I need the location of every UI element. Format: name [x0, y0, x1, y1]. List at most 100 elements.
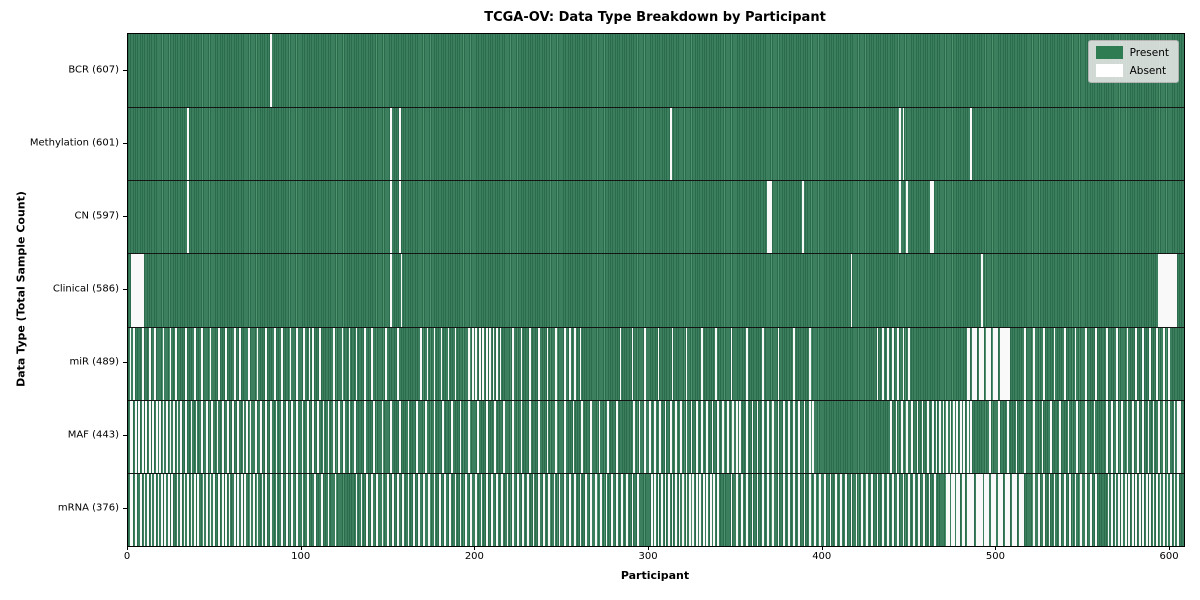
- absent-stripe: [887, 326, 889, 400]
- absent-stripe: [735, 472, 738, 546]
- absent-stripe: [619, 326, 622, 400]
- absent-stripe: [1064, 326, 1066, 400]
- absent-stripe: [468, 326, 471, 400]
- absent-stripe: [643, 326, 646, 400]
- absent-stripe: [433, 399, 436, 473]
- absent-stripe: [176, 472, 179, 546]
- absent-stripe: [1142, 472, 1145, 546]
- absent-stripe: [190, 472, 193, 546]
- absent-stripe: [148, 326, 151, 400]
- absent-stripe: [685, 326, 688, 400]
- absent-stripe: [169, 399, 172, 473]
- absent-stripe: [537, 472, 540, 546]
- absent-stripe: [527, 472, 530, 546]
- absent-stripe: [650, 472, 653, 546]
- absent-stripe: [980, 253, 983, 327]
- absent-stripe: [289, 326, 292, 400]
- absent-stripe: [265, 326, 267, 400]
- absent-stripe: [892, 326, 894, 400]
- absent-stripe: [138, 399, 141, 473]
- x-tick-mark: [474, 546, 476, 550]
- absent-stripe: [930, 180, 934, 254]
- absent-stripe: [793, 399, 795, 473]
- absent-stripe: [682, 472, 684, 546]
- absent-stripe: [907, 472, 910, 546]
- absent-stripe: [1067, 399, 1070, 473]
- absent-stripe: [372, 399, 375, 473]
- absent-stripe: [695, 399, 698, 473]
- y-tick-mark: [123, 289, 127, 290]
- absent-stripe: [761, 399, 764, 473]
- absent-stripe: [1157, 399, 1160, 473]
- absent-stripe: [730, 472, 733, 546]
- absent-stripe: [511, 472, 514, 546]
- absent-stripe: [221, 472, 224, 546]
- absent-stripe: [574, 326, 577, 400]
- absent-stripe: [537, 326, 540, 400]
- absent-stripe: [680, 399, 683, 473]
- absent-stripe: [143, 472, 146, 546]
- absent-stripe: [866, 472, 868, 546]
- absent-stripe: [746, 399, 749, 473]
- absent-stripe: [761, 472, 764, 546]
- absent-stripe: [511, 399, 514, 473]
- absent-stripe: [706, 399, 709, 473]
- absent-stripe: [187, 472, 189, 546]
- absent-stripe: [699, 472, 702, 546]
- absent-stripe: [1131, 399, 1134, 473]
- absent-stripe: [327, 472, 330, 546]
- absent-stripe: [491, 472, 493, 546]
- absent-stripe: [1142, 399, 1145, 473]
- absent-stripe: [433, 326, 436, 400]
- y-tick-mark: [123, 508, 127, 510]
- absent-stripe: [1126, 399, 1129, 473]
- absent-stripe: [563, 399, 566, 473]
- absent-stripe: [202, 472, 205, 546]
- absent-stripe: [1163, 472, 1165, 546]
- absent-stripe: [713, 472, 716, 546]
- absent-stripe: [247, 326, 250, 400]
- absent-stripe: [385, 326, 387, 400]
- absent-stripe: [876, 472, 879, 546]
- absent-stripe: [1128, 472, 1131, 546]
- absent-stripe: [631, 472, 634, 546]
- absent-stripe: [722, 399, 724, 473]
- absent-stripe: [397, 326, 399, 400]
- absent-stripe: [555, 399, 557, 473]
- absent-stripe: [808, 326, 811, 400]
- absent-stripe: [746, 472, 749, 546]
- absent-stripe: [643, 399, 646, 473]
- absent-stripe: [1135, 472, 1138, 546]
- absent-stripe: [798, 399, 801, 473]
- absent-stripe: [1058, 472, 1061, 546]
- absent-stripe: [134, 399, 137, 473]
- absent-stripe: [1093, 399, 1096, 473]
- absent-stripe: [303, 326, 306, 400]
- absent-stripe: [716, 472, 719, 546]
- absent-stripe: [850, 253, 853, 327]
- absent-stripe: [334, 472, 337, 546]
- absent-stripe: [970, 399, 973, 473]
- absent-stripe: [511, 326, 514, 400]
- absent-stripe: [751, 399, 754, 473]
- y-tick-mark: [123, 435, 127, 437]
- absent-stripe: [892, 472, 894, 546]
- absent-stripe: [1019, 472, 1025, 546]
- absent-stripe: [454, 326, 457, 400]
- absent-stripe: [1168, 399, 1171, 473]
- absent-stripe: [1032, 399, 1035, 473]
- absent-stripe: [162, 326, 165, 400]
- absent-stripe: [1177, 399, 1181, 473]
- absent-stripe: [506, 472, 509, 546]
- absent-stripe: [254, 399, 257, 473]
- absent-stripe: [180, 472, 182, 546]
- absent-stripe: [1079, 472, 1082, 546]
- absent-stripe: [616, 399, 618, 473]
- absent-stripe: [1163, 399, 1165, 473]
- absent-stripe: [291, 472, 293, 546]
- row-separator: [128, 253, 1184, 255]
- absent-stripe: [1177, 472, 1179, 546]
- absent-stripe: [932, 399, 934, 473]
- absent-stripe: [598, 399, 601, 473]
- y-tick-label-MAF: MAF (443): [67, 429, 119, 441]
